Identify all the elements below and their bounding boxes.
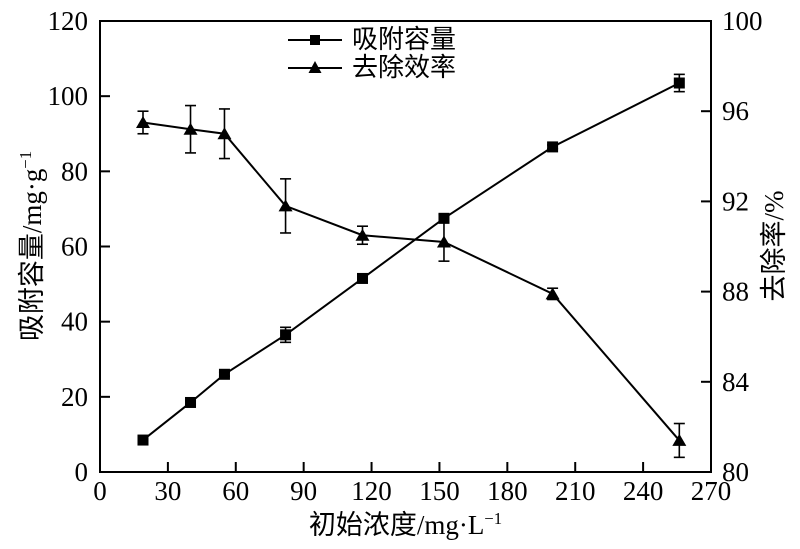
legend-item-adsorption-capacity: 吸附容量 xyxy=(287,26,456,54)
right-tick-label: 96 xyxy=(722,96,749,126)
x-tick-label: 120 xyxy=(351,476,392,506)
x-tick-label: 90 xyxy=(290,476,317,506)
x-tick-label: 0 xyxy=(93,476,107,506)
square-data-point xyxy=(137,434,149,446)
legend-label-removal-efficiency: 去除效率 xyxy=(352,53,457,82)
square-data-point xyxy=(218,368,230,380)
triangle-data-point xyxy=(278,199,293,212)
triangle-data-point xyxy=(183,122,198,135)
left-axis-title-exponent: −1 xyxy=(16,150,35,169)
left-tick-label: 0 xyxy=(75,457,89,487)
triangle-data-point xyxy=(672,433,687,446)
triangle-data-point xyxy=(436,235,451,248)
triangle-marker-icon xyxy=(288,61,342,73)
right-tick-label: 84 xyxy=(722,367,750,397)
legend-item-removal-efficiency: 去除效率 xyxy=(287,54,456,82)
triangle-data-point xyxy=(545,287,560,300)
square-marker-icon xyxy=(288,35,342,45)
square-data-point xyxy=(280,329,292,341)
left-axis-title: 吸附容量/mg·g−1 xyxy=(10,96,47,396)
triangle-data-point xyxy=(135,115,150,128)
square-data-point xyxy=(185,396,197,408)
square-data-point xyxy=(673,77,685,89)
left-tick-label: 20 xyxy=(61,382,88,412)
left-tick-label: 120 xyxy=(48,6,89,36)
x-tick-label: 210 xyxy=(555,476,596,506)
right-tick-label: 88 xyxy=(722,277,749,307)
square-data-point xyxy=(547,141,559,153)
right-tick-label: 92 xyxy=(722,186,749,216)
left-tick-label: 100 xyxy=(48,81,89,111)
x-tick-label: 240 xyxy=(623,476,664,506)
x-tick-label: 270 xyxy=(691,476,732,506)
triangle-data-point xyxy=(355,228,370,241)
legend-label-adsorption-capacity: 吸附容量 xyxy=(352,25,457,54)
x-axis-title-text: 初始浓度/mg·L xyxy=(308,510,485,540)
right-axis-title: 去除率/% xyxy=(752,96,789,396)
left-tick-label: 40 xyxy=(61,307,88,337)
right-axis-title-text: 去除率/% xyxy=(759,190,789,302)
square-data-point xyxy=(438,212,450,224)
left-axis-title-text: 吸附容量/mg·g xyxy=(17,168,47,342)
x-tick-label: 60 xyxy=(222,476,249,506)
triangle-data-point xyxy=(217,127,232,140)
left-tick-label: 60 xyxy=(61,232,88,262)
x-tick-label: 180 xyxy=(487,476,528,506)
x-tick-label: 150 xyxy=(419,476,460,506)
x-axis-title: 初始浓度/mg·L−1 xyxy=(100,503,711,542)
right-tick-label: 80 xyxy=(722,457,749,487)
x-axis-title-exponent: −1 xyxy=(484,509,503,528)
legend: 吸附容量 去除效率 xyxy=(287,26,456,82)
right-tick-label: 100 xyxy=(722,6,763,36)
x-tick-label: 30 xyxy=(154,476,181,506)
left-tick-label: 80 xyxy=(61,156,88,186)
square-data-point xyxy=(357,272,369,284)
